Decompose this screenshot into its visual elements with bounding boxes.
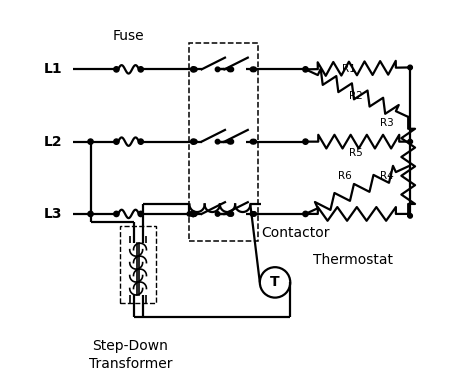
Text: L2: L2 — [43, 135, 62, 149]
Circle shape — [138, 67, 144, 72]
Circle shape — [192, 139, 197, 144]
Text: R6: R6 — [338, 171, 352, 181]
Circle shape — [191, 139, 196, 144]
Circle shape — [229, 139, 234, 144]
Circle shape — [191, 211, 196, 217]
Text: Contactor: Contactor — [262, 226, 330, 240]
Circle shape — [252, 67, 256, 72]
Text: R5: R5 — [349, 148, 363, 158]
Circle shape — [250, 139, 255, 144]
Text: L3: L3 — [44, 207, 62, 221]
Circle shape — [192, 67, 197, 72]
Circle shape — [252, 139, 256, 144]
Circle shape — [88, 211, 93, 217]
Circle shape — [408, 139, 412, 144]
Circle shape — [215, 67, 220, 72]
Text: Fuse: Fuse — [113, 29, 145, 43]
Circle shape — [114, 67, 119, 72]
Circle shape — [229, 212, 234, 216]
Circle shape — [192, 212, 197, 216]
Circle shape — [408, 65, 412, 70]
Text: R1: R1 — [342, 64, 356, 74]
Bar — [120, 226, 156, 303]
Text: R4: R4 — [380, 171, 393, 181]
Text: R3: R3 — [380, 118, 393, 128]
Bar — [190, 43, 258, 240]
Circle shape — [228, 67, 232, 72]
Circle shape — [187, 212, 191, 216]
Circle shape — [191, 211, 196, 217]
Text: Step-Down: Step-Down — [92, 339, 168, 354]
Circle shape — [114, 139, 119, 144]
Circle shape — [408, 213, 412, 218]
Circle shape — [215, 139, 220, 144]
Text: Thermostat: Thermostat — [313, 252, 393, 267]
Text: L1: L1 — [43, 63, 62, 76]
Circle shape — [250, 212, 255, 216]
Circle shape — [229, 67, 234, 72]
Circle shape — [303, 211, 308, 217]
Circle shape — [215, 212, 220, 216]
Text: R2: R2 — [349, 91, 363, 101]
Circle shape — [228, 212, 232, 216]
Circle shape — [252, 212, 256, 216]
Circle shape — [303, 139, 308, 144]
Circle shape — [228, 139, 232, 144]
Circle shape — [191, 67, 196, 72]
Text: T: T — [270, 275, 280, 290]
Circle shape — [88, 139, 93, 144]
Circle shape — [114, 211, 119, 217]
Text: Transformer: Transformer — [89, 357, 172, 371]
Circle shape — [138, 211, 144, 217]
Circle shape — [250, 67, 255, 72]
Circle shape — [303, 67, 308, 72]
Circle shape — [138, 139, 144, 144]
